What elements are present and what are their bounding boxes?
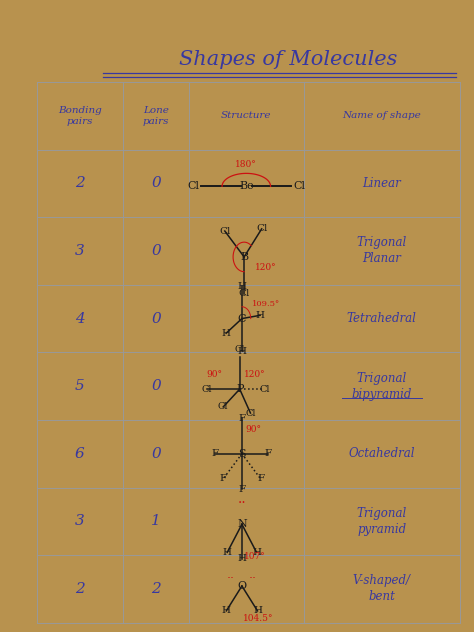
Text: Cl: Cl — [256, 224, 267, 233]
Text: Name of shape: Name of shape — [343, 111, 421, 120]
Text: Be: Be — [239, 181, 254, 191]
Text: Cl: Cl — [259, 385, 270, 394]
Text: 109.5°: 109.5° — [252, 300, 280, 308]
Text: F: F — [238, 414, 246, 423]
Text: Cl: Cl — [293, 181, 305, 191]
Text: Cl: Cl — [245, 408, 255, 418]
Text: 6: 6 — [75, 447, 85, 461]
Text: Cl: Cl — [187, 181, 200, 191]
Text: C: C — [237, 313, 246, 324]
Text: 107°: 107° — [244, 552, 266, 561]
Text: Trigonal
Planar: Trigonal Planar — [357, 236, 407, 265]
Text: Cl: Cl — [235, 344, 245, 354]
Text: Tetrahedral: Tetrahedral — [347, 312, 417, 325]
Text: F: F — [219, 475, 227, 483]
Text: ··: ·· — [249, 573, 257, 585]
Text: Cl: Cl — [201, 385, 212, 394]
Text: ··: ·· — [237, 495, 246, 509]
Text: 180°: 180° — [236, 160, 257, 169]
Text: Trigonal
bipyramid: Trigonal bipyramid — [352, 372, 412, 401]
Text: 2: 2 — [75, 176, 85, 190]
Text: H: H — [237, 282, 246, 291]
Text: 0: 0 — [151, 379, 161, 393]
Text: Cl: Cl — [238, 289, 250, 298]
Text: F: F — [212, 449, 219, 458]
Text: V-shaped/
bent: V-shaped/ bent — [353, 574, 411, 604]
Text: 4: 4 — [75, 312, 85, 325]
Text: S: S — [238, 449, 246, 459]
Text: 90°: 90° — [246, 425, 262, 434]
Text: 0: 0 — [151, 176, 161, 190]
Text: 0: 0 — [151, 312, 161, 325]
Text: 120°: 120° — [244, 370, 266, 379]
Text: Shapes of Molecules: Shapes of Molecules — [179, 49, 397, 68]
Text: Trigonal
pyramid: Trigonal pyramid — [357, 507, 407, 536]
Text: H: H — [252, 548, 261, 557]
Text: 0: 0 — [151, 447, 161, 461]
Text: 3: 3 — [75, 514, 85, 528]
Text: N: N — [237, 520, 247, 530]
Text: 1: 1 — [151, 514, 161, 528]
Text: B: B — [240, 252, 248, 262]
Text: 3: 3 — [75, 244, 85, 258]
Text: 120°: 120° — [255, 263, 277, 272]
Text: Cl: Cl — [219, 226, 230, 236]
Text: 2: 2 — [75, 582, 85, 596]
Text: Linear: Linear — [363, 177, 401, 190]
Text: H: H — [253, 606, 262, 616]
Text: F: F — [238, 485, 246, 494]
Text: F: F — [257, 475, 264, 483]
Text: 90°: 90° — [206, 370, 222, 379]
Text: O: O — [237, 581, 246, 591]
Text: H: H — [237, 346, 246, 356]
Text: Bonding
pairs: Bonding pairs — [58, 106, 102, 126]
Text: Octahedral: Octahedral — [348, 447, 415, 460]
Text: F: F — [265, 449, 272, 458]
Text: H: H — [222, 606, 231, 616]
Text: H: H — [237, 554, 246, 563]
Text: Lone
pairs: Lone pairs — [143, 106, 169, 126]
Text: 2: 2 — [151, 582, 161, 596]
Text: H: H — [223, 548, 232, 557]
Text: 0: 0 — [151, 244, 161, 258]
Text: P: P — [236, 384, 244, 394]
Text: H: H — [255, 311, 264, 320]
Text: Cl: Cl — [218, 403, 228, 411]
Text: Structure: Structure — [221, 111, 272, 120]
Text: 5: 5 — [75, 379, 85, 393]
Text: 104.5°: 104.5° — [243, 614, 273, 623]
Text: ··: ·· — [227, 573, 235, 585]
Text: H: H — [222, 329, 231, 337]
